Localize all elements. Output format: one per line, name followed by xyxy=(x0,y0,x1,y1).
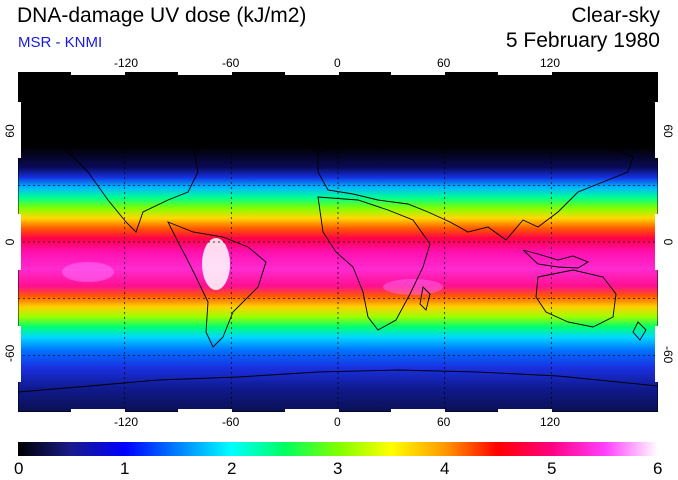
lon-tick-top: 120 xyxy=(540,56,561,70)
map-date: 5 February 1980 xyxy=(505,29,660,52)
lon-tick-top: 60 xyxy=(437,56,451,70)
colorbar xyxy=(18,442,658,456)
lat-tick-left: -60 xyxy=(3,344,17,362)
colorbar-tick: 6 xyxy=(653,459,663,478)
lon-tick-top: 0 xyxy=(334,56,341,70)
lon-tick-bottom: -120 xyxy=(114,415,139,429)
colorbar-fill xyxy=(18,442,658,456)
lon-tick-bottom: 60 xyxy=(437,415,451,429)
lon-tick-top: -60 xyxy=(222,56,240,70)
high-dose-patch xyxy=(62,262,114,282)
graticule xyxy=(18,72,658,412)
lon-tick-bottom: 120 xyxy=(540,415,561,429)
lon-tick-bottom: 0 xyxy=(334,415,341,429)
map-title: DNA-damage UV dose (kJ/m2) xyxy=(17,4,307,27)
colorbar-tick: 2 xyxy=(227,459,237,478)
coastlines xyxy=(18,96,658,393)
high-dose-patch xyxy=(202,238,230,290)
lat-tick-right: 0 xyxy=(661,238,675,246)
lat-tick-left: 0 xyxy=(3,238,17,246)
colorbar-tick: 0 xyxy=(14,459,24,478)
colorbar-tick: 5 xyxy=(547,459,557,478)
colorbar-tick: 1 xyxy=(120,459,130,478)
lon-tick-top: -120 xyxy=(114,56,139,70)
map-frame xyxy=(18,72,658,412)
uv-dose-map xyxy=(18,72,658,412)
lon-tick-bottom: -60 xyxy=(222,415,240,429)
lat-tick-right: -60 xyxy=(661,346,675,364)
lat-tick-left: 60 xyxy=(3,124,17,138)
lat-tick-right: 60 xyxy=(661,124,675,138)
colorbar-tick: 4 xyxy=(440,459,450,478)
source-label: MSR - KNMI xyxy=(18,34,103,51)
sky-condition: Clear-sky xyxy=(571,4,660,27)
colorbar-tick: 3 xyxy=(333,459,343,478)
